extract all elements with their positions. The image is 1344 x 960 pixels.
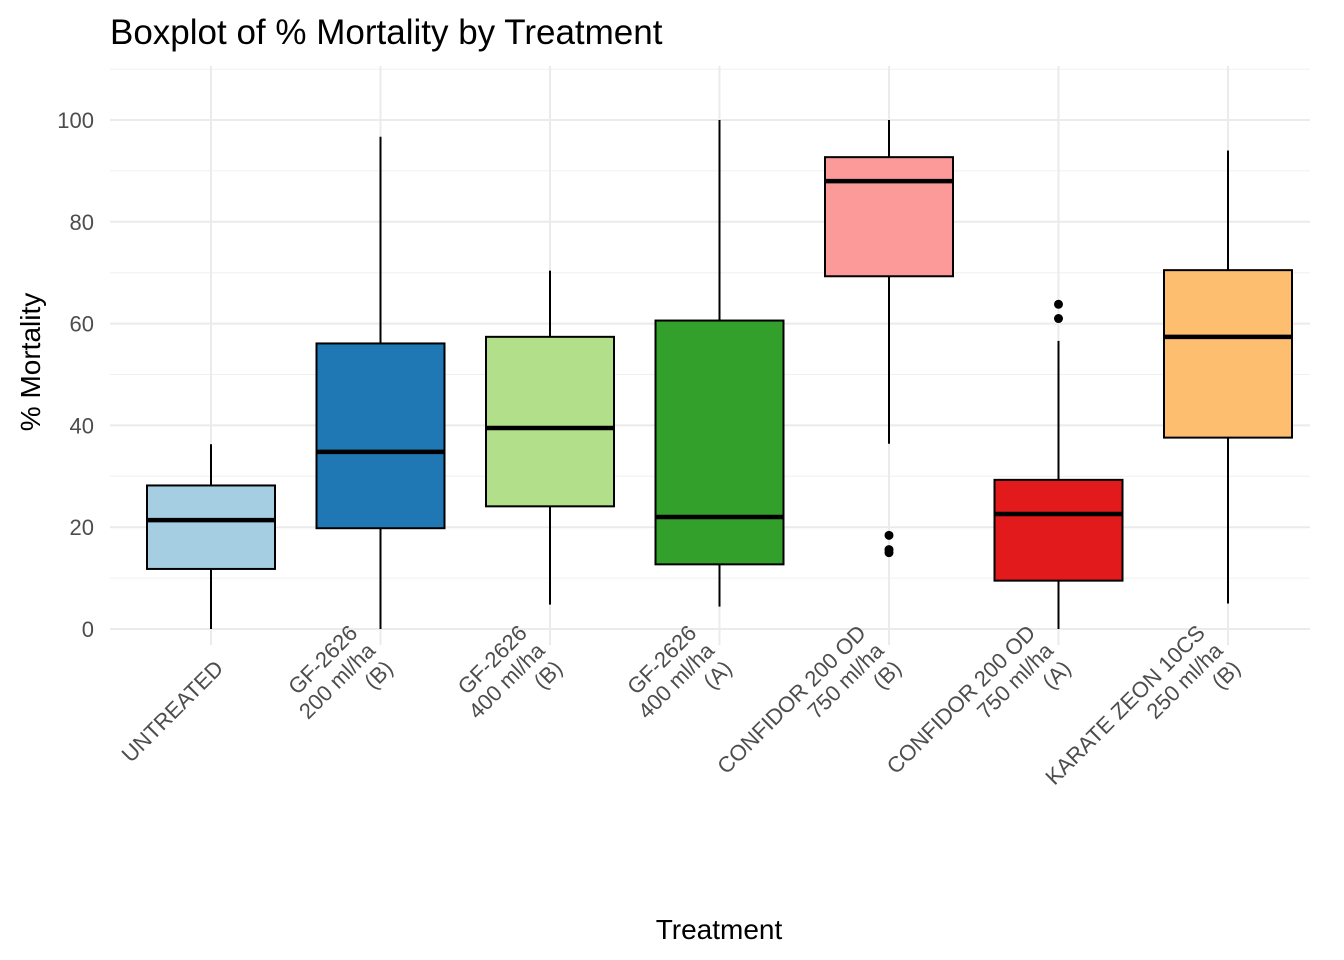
- x-tick-label-line: UNTREATED: [117, 656, 229, 768]
- outlier-point: [1054, 299, 1063, 309]
- box-7: [1163, 150, 1293, 604]
- x-tick-label: UNTREATED: [117, 656, 229, 768]
- x-tick-label-line: CONFIDOR 200 OD: [882, 620, 1041, 779]
- x-tick-label-line: KARATE ZEON 10CS: [1040, 620, 1210, 790]
- y-tick-label: 0: [82, 617, 94, 642]
- outlier-point: [884, 530, 894, 540]
- box-1: [146, 444, 276, 629]
- box-iqr: [654, 319, 785, 566]
- outlier-point: [884, 548, 894, 558]
- x-axis-title: Treatment: [656, 914, 783, 945]
- chart-title: Boxplot of % Mortality by Treatment: [110, 13, 663, 52]
- x-tick-layer: UNTREATED GF-2626200 ml/ha(B) GF-2626400 m…: [117, 620, 1246, 825]
- outlier-point: [1054, 314, 1063, 324]
- box-2: [315, 136, 446, 629]
- y-tick-label: 80: [70, 210, 94, 235]
- box-layer: [146, 120, 1293, 629]
- y-tick-label: 60: [70, 312, 94, 337]
- box-iqr: [824, 156, 954, 278]
- box-6: [993, 299, 1124, 629]
- box-4: [654, 120, 785, 607]
- x-tick-label: KARATE ZEON 10CS250 ml/ha(B): [1040, 620, 1245, 825]
- y-tick-label: 40: [70, 413, 94, 438]
- x-tick-label: CONFIDOR 200 OD750 ml/ha(A): [882, 620, 1076, 814]
- box-iqr: [485, 335, 615, 508]
- y-tick-layer: 0 20 40 60 80 100: [57, 108, 94, 642]
- x-tick-label: CONFIDOR 200 OD750 ml/ha(B): [712, 620, 906, 814]
- y-axis-title: % Mortality: [15, 293, 46, 431]
- box-iqr: [993, 478, 1124, 582]
- box-5: [824, 120, 954, 558]
- box-iqr: [146, 484, 276, 570]
- y-tick-label: 100: [57, 108, 94, 133]
- box-iqr: [1163, 269, 1293, 439]
- box-3: [485, 270, 615, 605]
- y-tick-label: 20: [70, 515, 94, 540]
- box-iqr: [315, 342, 446, 530]
- x-tick-label-line: CONFIDOR 200 OD: [712, 620, 871, 779]
